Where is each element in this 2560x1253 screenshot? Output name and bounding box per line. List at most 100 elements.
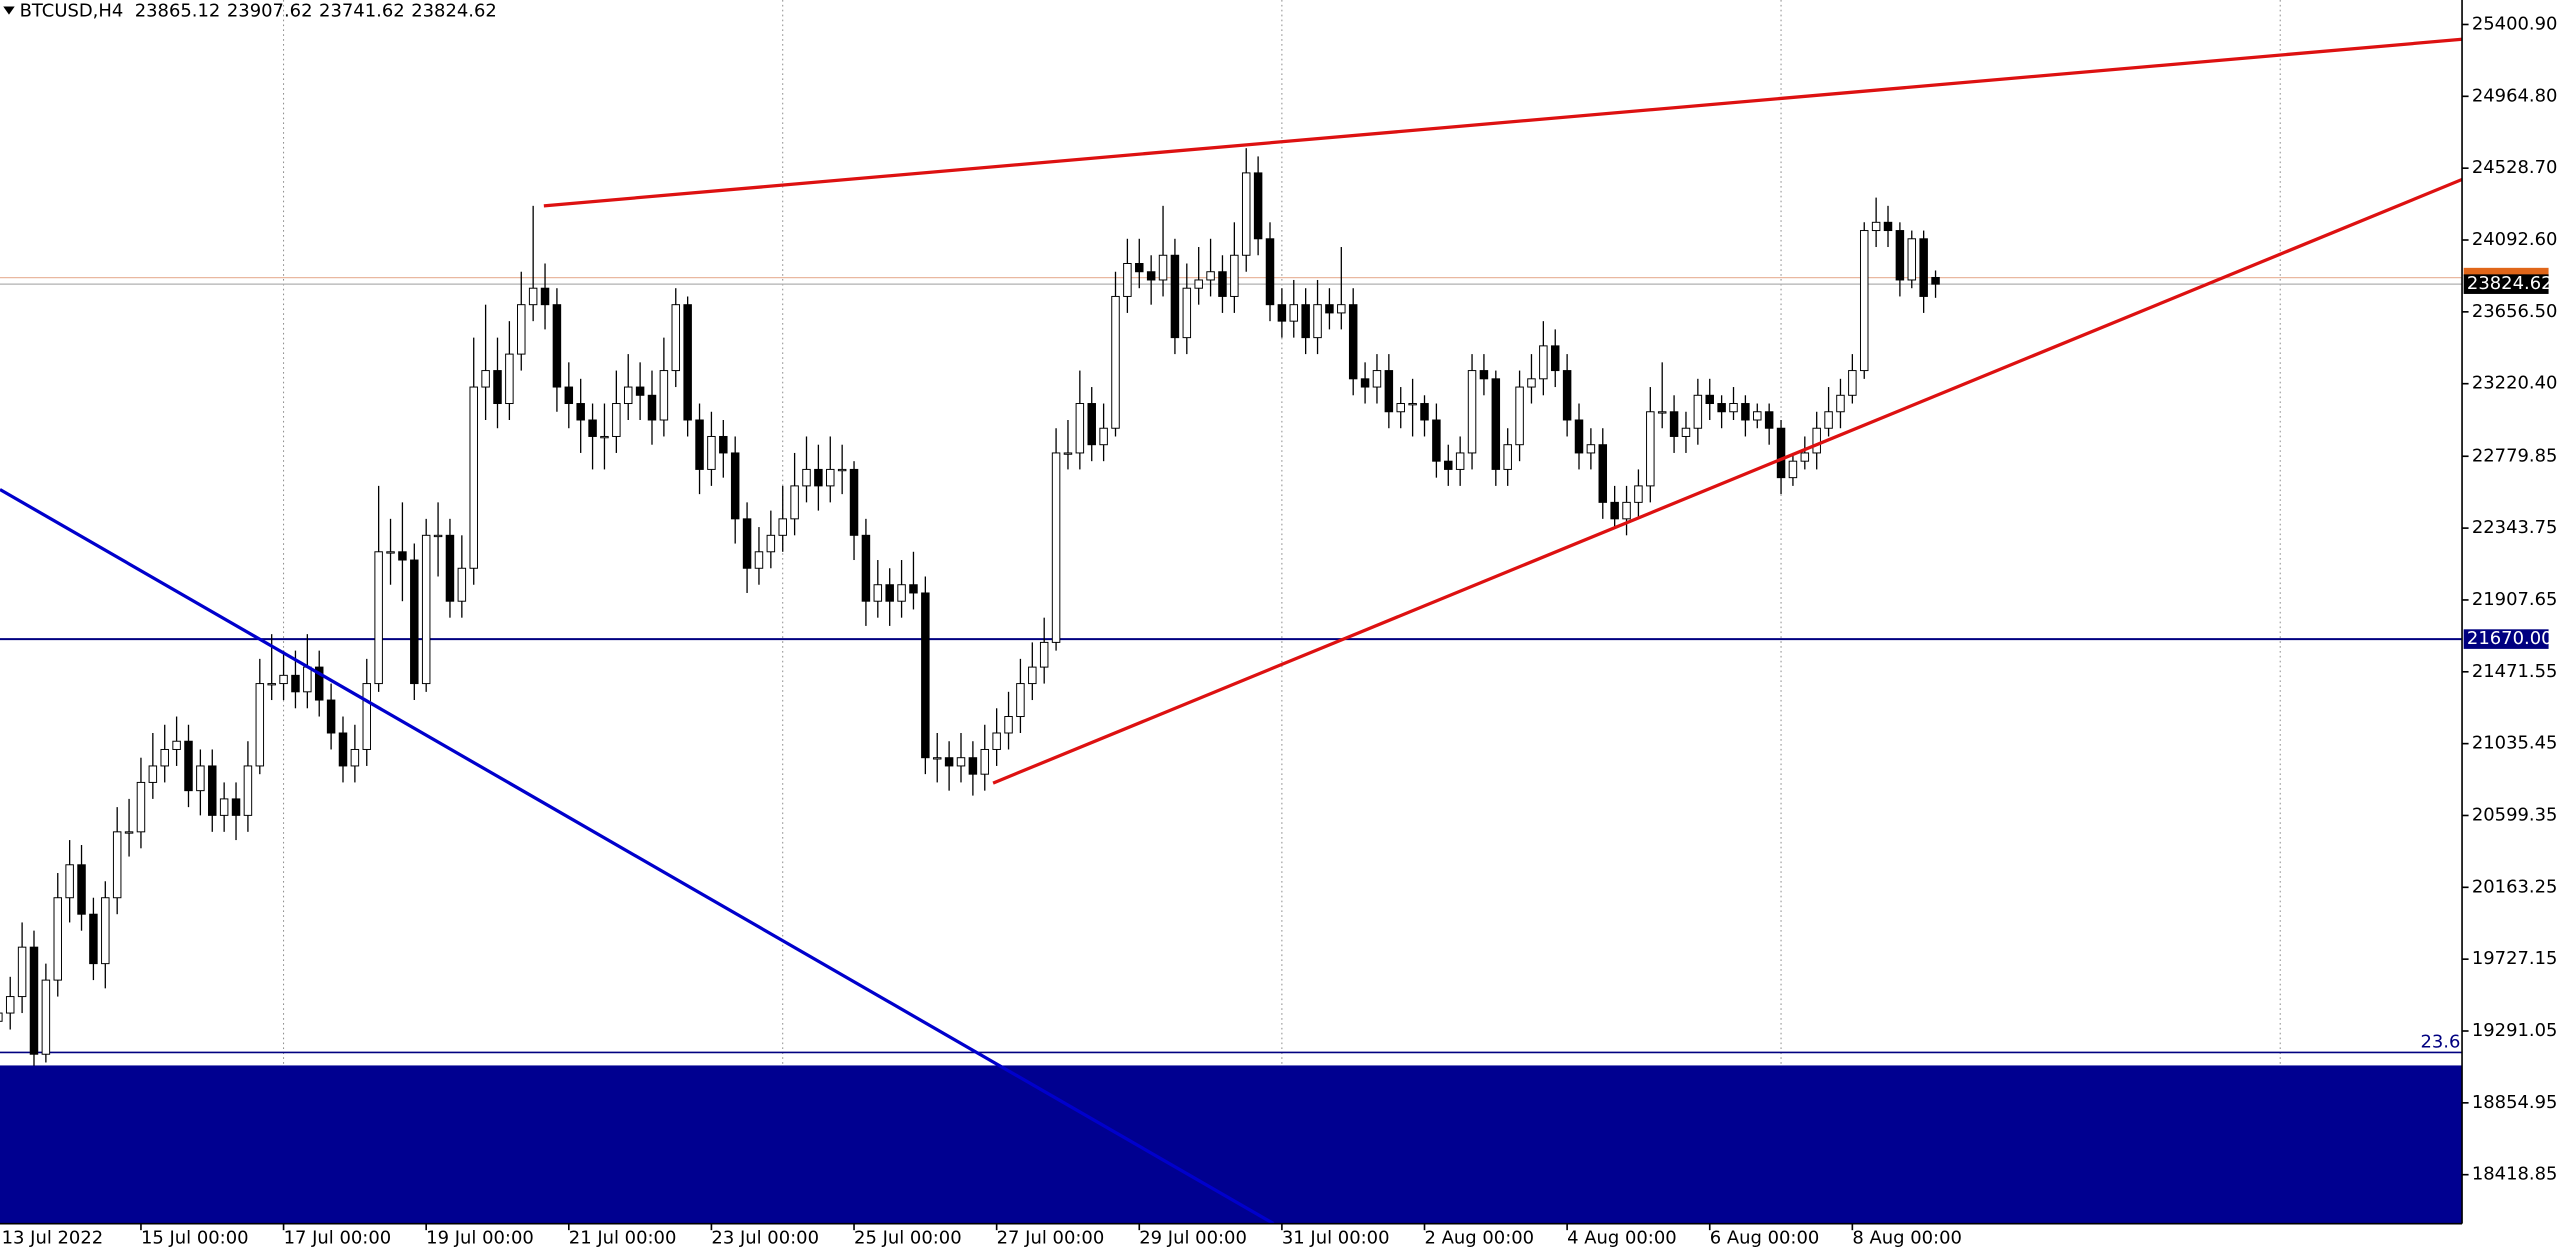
candle-body xyxy=(184,740,193,792)
candle-body xyxy=(742,518,752,569)
candle-body xyxy=(1313,304,1322,339)
candle-body xyxy=(1491,378,1501,470)
candle-body xyxy=(1230,254,1239,297)
candle-body xyxy=(5,996,15,1014)
candle-body xyxy=(1087,403,1096,446)
candle-body xyxy=(314,666,324,701)
y-tick-label: 21035.45 xyxy=(2472,733,2558,754)
candle-body xyxy=(576,403,585,421)
candle-body xyxy=(1800,452,1810,462)
candle-body xyxy=(0,1012,3,1022)
candle-body xyxy=(1075,403,1085,454)
candle-body xyxy=(1135,263,1144,273)
candle-body xyxy=(1408,403,1417,406)
candle-body xyxy=(231,798,241,816)
x-tick-label: 15 Jul 00:00 xyxy=(141,1227,249,1248)
candle-body xyxy=(1039,641,1049,668)
y-tick-label: 25400.90 xyxy=(2472,13,2558,34)
candle-body xyxy=(944,757,954,767)
candle-body xyxy=(493,370,502,405)
candle-body xyxy=(814,468,823,487)
symbol-menu-arrow[interactable] xyxy=(3,6,15,15)
candle-body xyxy=(730,452,740,520)
candle-body xyxy=(1764,411,1774,429)
candle-body xyxy=(1622,501,1631,520)
candle-body xyxy=(1004,716,1013,734)
candle-body xyxy=(671,304,681,372)
candle-body xyxy=(564,386,574,405)
candle-body xyxy=(1289,304,1299,322)
candle-body xyxy=(267,683,276,686)
candle-body xyxy=(136,781,146,833)
candle-body xyxy=(1277,304,1287,322)
candle-body xyxy=(1598,444,1608,503)
candle-body xyxy=(338,732,348,767)
chart-title: BTCUSD,H4 xyxy=(20,0,124,21)
candle-body xyxy=(208,765,217,816)
close-value: 23824.62 xyxy=(411,0,497,21)
candle-body xyxy=(1123,263,1132,297)
candle-body xyxy=(398,551,407,561)
candle-body xyxy=(89,913,98,965)
candle-body xyxy=(1337,304,1346,314)
candle-body xyxy=(588,419,597,437)
candle-body xyxy=(826,468,835,487)
x-tick-label: 2 Aug 00:00 xyxy=(1425,1227,1535,1248)
candle-body xyxy=(1848,370,1857,396)
y-tick-label: 24092.60 xyxy=(2472,229,2558,250)
candle-body xyxy=(469,386,478,569)
candle-body xyxy=(635,386,645,396)
candle-body xyxy=(1301,304,1310,339)
candle-body xyxy=(600,435,609,439)
candle-body xyxy=(1883,221,1893,232)
candle-body xyxy=(528,287,538,306)
candle-body xyxy=(1859,230,1869,372)
candle-body xyxy=(29,946,39,1055)
candle-body xyxy=(1729,403,1738,413)
x-tick-label: 8 Aug 00:00 xyxy=(1852,1227,1962,1248)
candle-body xyxy=(1348,304,1358,380)
candle-body xyxy=(291,674,300,693)
current-price-box xyxy=(2463,274,2549,294)
y-tick-label: 22343.75 xyxy=(2472,517,2558,538)
candle-body xyxy=(1099,427,1108,446)
candle-body xyxy=(873,584,883,602)
candle-body xyxy=(243,765,253,816)
horizontal-line-label-box xyxy=(2463,629,2549,649)
y-tick-label: 18854.95 xyxy=(2472,1092,2558,1113)
x-tick-label: 25 Jul 00:00 xyxy=(854,1227,962,1248)
fibo-level-label: 23.6 xyxy=(2420,1032,2460,1053)
candle-body xyxy=(552,304,562,388)
candle-body xyxy=(968,757,978,775)
candle-body xyxy=(1241,172,1251,256)
candle-body xyxy=(837,468,847,472)
y-tick-label: 19291.05 xyxy=(2472,1020,2558,1041)
y-tick-label: 20599.35 xyxy=(2472,804,2558,825)
candle-body xyxy=(1467,370,1477,454)
candle-body xyxy=(1634,485,1643,503)
candle-body xyxy=(279,674,288,685)
candle-body xyxy=(612,403,621,437)
y-tick-label: 22779.85 xyxy=(2472,445,2558,466)
candle-body xyxy=(1384,370,1394,413)
trend-line xyxy=(0,488,1275,1224)
candle-body xyxy=(303,666,312,693)
y-tick-label: 23220.40 xyxy=(2472,373,2558,394)
candle-body xyxy=(992,732,1001,750)
y-tick-label: 21471.55 xyxy=(2472,661,2558,682)
candle-body xyxy=(1170,254,1180,339)
y-tick-label: 18418.85 xyxy=(2472,1164,2558,1185)
x-tick-label: 31 Jul 00:00 xyxy=(1282,1227,1390,1248)
high-value: 23907.62 xyxy=(227,0,313,21)
candle-body xyxy=(1907,238,1917,281)
candle-body xyxy=(1539,345,1548,380)
candle-body xyxy=(505,353,514,405)
candle-body xyxy=(1931,276,1940,285)
candle-body xyxy=(1206,271,1215,281)
x-tick-label: 21 Jul 00:00 xyxy=(569,1227,677,1248)
candle-body xyxy=(1705,394,1714,405)
ask-price-box xyxy=(2463,267,2549,276)
low-value: 23741.62 xyxy=(319,0,405,21)
candle-body xyxy=(921,592,930,759)
candle-body xyxy=(112,831,122,899)
